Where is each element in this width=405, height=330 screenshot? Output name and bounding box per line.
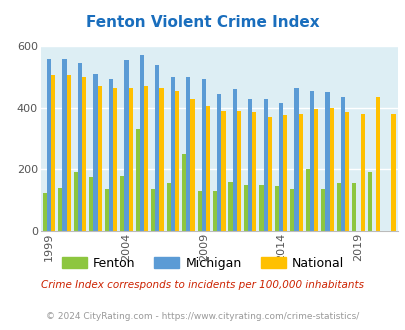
Bar: [305, 169, 309, 231]
Bar: [267, 117, 271, 231]
Bar: [340, 97, 344, 231]
Bar: [259, 185, 263, 231]
Bar: [278, 103, 283, 231]
Bar: [128, 88, 132, 231]
Text: Fenton Violent Crime Index: Fenton Violent Crime Index: [86, 15, 319, 30]
Bar: [58, 188, 62, 231]
Bar: [43, 192, 47, 231]
Bar: [190, 99, 194, 231]
Bar: [74, 173, 78, 231]
Bar: [217, 94, 221, 231]
Bar: [367, 173, 371, 231]
Bar: [166, 183, 171, 231]
Bar: [109, 79, 113, 231]
Bar: [197, 191, 201, 231]
Bar: [375, 97, 379, 231]
Bar: [263, 99, 267, 231]
Bar: [243, 185, 247, 231]
Bar: [236, 111, 241, 231]
Bar: [213, 191, 217, 231]
Bar: [247, 99, 252, 231]
Bar: [298, 114, 302, 231]
Bar: [221, 111, 225, 231]
Bar: [274, 186, 278, 231]
Bar: [228, 182, 232, 231]
Bar: [390, 114, 394, 231]
Bar: [155, 65, 159, 231]
Bar: [159, 88, 163, 231]
Bar: [51, 76, 55, 231]
Legend: Fenton, Michigan, National: Fenton, Michigan, National: [57, 252, 348, 275]
Bar: [82, 77, 86, 231]
Bar: [336, 183, 340, 231]
Bar: [232, 89, 236, 231]
Bar: [351, 183, 356, 231]
Bar: [205, 106, 209, 231]
Bar: [283, 115, 287, 231]
Bar: [62, 58, 66, 231]
Bar: [104, 189, 109, 231]
Bar: [186, 77, 190, 231]
Bar: [201, 79, 205, 231]
Bar: [151, 189, 155, 231]
Bar: [124, 60, 128, 231]
Text: Crime Index corresponds to incidents per 100,000 inhabitants: Crime Index corresponds to incidents per…: [41, 280, 364, 290]
Bar: [113, 88, 117, 231]
Bar: [47, 58, 51, 231]
Bar: [252, 113, 256, 231]
Bar: [78, 63, 82, 231]
Bar: [344, 113, 348, 231]
Bar: [181, 154, 186, 231]
Bar: [66, 76, 70, 231]
Text: © 2024 CityRating.com - https://www.cityrating.com/crime-statistics/: © 2024 CityRating.com - https://www.city…: [46, 312, 359, 321]
Bar: [320, 189, 325, 231]
Bar: [290, 189, 294, 231]
Bar: [360, 114, 364, 231]
Bar: [144, 86, 148, 231]
Bar: [325, 92, 329, 231]
Bar: [89, 177, 93, 231]
Bar: [309, 91, 313, 231]
Bar: [313, 109, 318, 231]
Bar: [171, 77, 175, 231]
Bar: [97, 86, 102, 231]
Bar: [93, 74, 97, 231]
Bar: [175, 91, 179, 231]
Bar: [139, 55, 144, 231]
Bar: [135, 129, 139, 231]
Bar: [294, 88, 298, 231]
Bar: [120, 176, 124, 231]
Bar: [329, 108, 333, 231]
